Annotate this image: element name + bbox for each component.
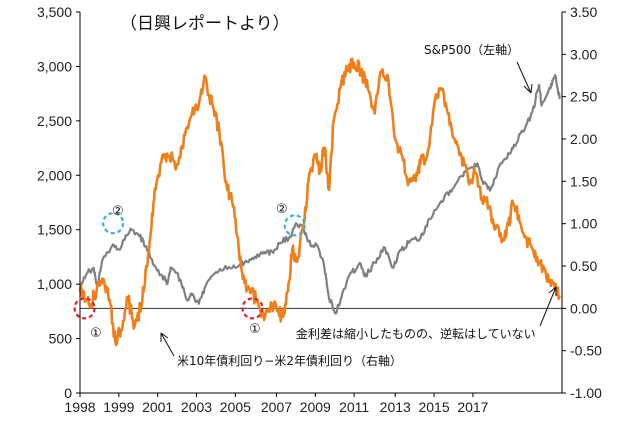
right-tick-label: -0.50: [570, 343, 602, 359]
x-tick-label: 2013: [380, 399, 411, 415]
left-tick-label: 500: [49, 331, 73, 347]
left-tick-label: 1,000: [37, 276, 72, 292]
spread-series-label: 米10年債利回り−米2年債利回り（右軸）: [177, 353, 402, 368]
marker-circle-3: [102, 212, 125, 235]
x-tick-label: 1999: [103, 399, 134, 415]
source-note: （日興レポートより）: [120, 14, 290, 34]
spread-label-arrowhead: [160, 332, 169, 342]
sp500-series-label: S&P500（左軸）: [424, 42, 519, 57]
marker-label-1b: ①: [249, 322, 261, 337]
spread-note-annotation: 金利差は縮小したものの、逆転はしていない: [296, 326, 536, 341]
x-tick-label: 2005: [220, 399, 251, 415]
marker-label-2a: ②: [112, 204, 124, 219]
marker-circle-1: [73, 297, 96, 320]
right-tick-label: 1.50: [570, 173, 597, 189]
x-tick-label: 2001: [142, 399, 173, 415]
marker-circle-2: [241, 297, 264, 320]
right-tick-label: 2.00: [570, 131, 597, 147]
right-tick-label: 0.50: [570, 258, 597, 274]
right-tick-label: 2.50: [570, 89, 597, 105]
chart-axes: 0 500 1,000 1,500 2,000 2,500 3,000 3,500 -1.00 -…: [37, 4, 602, 415]
x-tick-label: 1998: [64, 399, 95, 415]
x-tick-label: 2015: [418, 399, 449, 415]
x-tick-label: 2009: [300, 399, 331, 415]
x-tick-label: 2003: [181, 399, 212, 415]
chart-markers: [73, 212, 306, 320]
x-tick-label: 2007: [261, 399, 292, 415]
spread-label-arrow: [160, 332, 175, 357]
marker-label-1a: ①: [90, 326, 102, 341]
x-tick-label: 2017: [457, 399, 488, 415]
right-tick-label: -1.00: [570, 385, 602, 401]
x-tick-label: 2011: [339, 399, 369, 415]
left-tick-label: 3,500: [37, 4, 72, 20]
sp500-label-arrowhead: [523, 83, 533, 94]
left-tick-label: 3,000: [37, 58, 72, 74]
chart-series-group: [78, 57, 561, 347]
right-tick-label: 0.00: [570, 300, 597, 316]
right-tick-label: 3.00: [570, 46, 597, 62]
left-tick-label: 0: [64, 385, 72, 401]
spread-note-arrowhead: [548, 286, 557, 296]
sp500-label-arrow: [516, 61, 532, 94]
left-tick-label: 2,500: [37, 113, 72, 129]
spread-note-arrow: [539, 286, 557, 327]
yield-spread-line: [78, 57, 561, 347]
left-tick-label: 2,000: [37, 167, 72, 183]
marker-circle-4: [283, 214, 306, 237]
right-tick-label: 3.50: [570, 4, 597, 20]
sp500-line: [79, 74, 561, 315]
right-tick-label: 1.00: [570, 216, 597, 232]
left-tick-label: 1,500: [37, 222, 72, 238]
marker-label-2b: ②: [276, 202, 288, 217]
